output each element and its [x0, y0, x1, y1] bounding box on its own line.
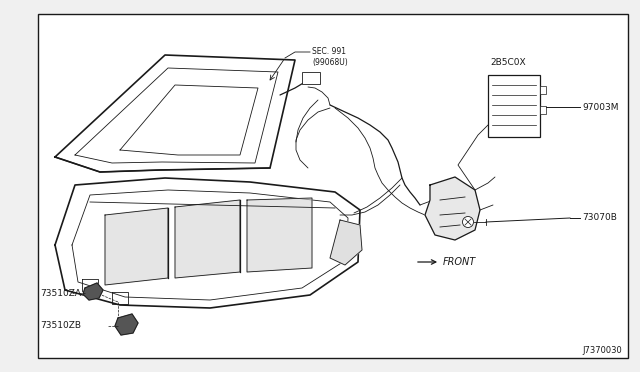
Polygon shape: [83, 283, 103, 300]
Bar: [540, 106, 546, 114]
Text: 73510ZA: 73510ZA: [40, 289, 81, 298]
Polygon shape: [55, 178, 360, 308]
Text: SEC. 991
(99068U): SEC. 991 (99068U): [312, 47, 348, 67]
Bar: [488, 75, 540, 137]
Polygon shape: [175, 200, 240, 278]
Polygon shape: [55, 55, 295, 172]
Text: 97003M: 97003M: [582, 103, 618, 112]
FancyBboxPatch shape: [302, 72, 320, 84]
Text: 73070B: 73070B: [582, 214, 617, 222]
Polygon shape: [330, 220, 362, 265]
Polygon shape: [247, 198, 312, 272]
Text: 2B5C0X: 2B5C0X: [490, 58, 525, 67]
Polygon shape: [105, 208, 168, 285]
Polygon shape: [115, 314, 138, 335]
Circle shape: [463, 217, 474, 228]
Bar: [540, 86, 546, 94]
Text: FRONT: FRONT: [443, 257, 476, 267]
Polygon shape: [425, 177, 480, 240]
Text: 73510ZB: 73510ZB: [40, 321, 81, 330]
Text: J7370030: J7370030: [582, 346, 622, 355]
